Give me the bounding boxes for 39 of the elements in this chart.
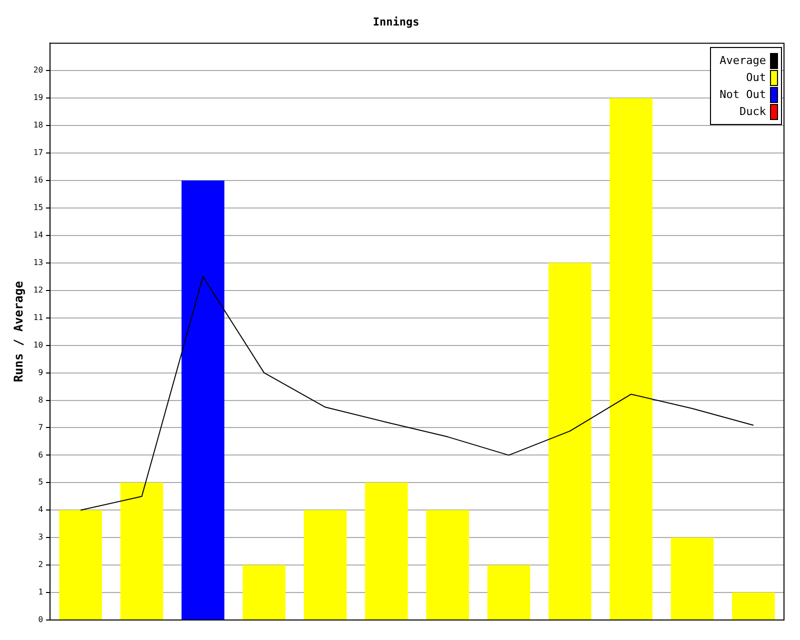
y-tick-label: 0 <box>38 615 44 624</box>
y-tick-label: 20 <box>33 66 44 75</box>
y-tick-label: 7 <box>38 422 44 432</box>
y-tick-label: 10 <box>33 340 44 350</box>
bar <box>242 565 286 620</box>
legend-label: Average <box>720 53 766 70</box>
y-tick-label: 12 <box>33 285 44 294</box>
y-tick-label: 11 <box>33 312 44 322</box>
y-tick-label: 16 <box>33 176 44 185</box>
y-axis-title: Runs / Average <box>11 281 26 382</box>
y-tick-label: 13 <box>33 258 44 268</box>
bar <box>304 510 347 620</box>
bar <box>182 180 224 620</box>
chart-title: Innings <box>372 15 420 28</box>
bar <box>670 538 714 620</box>
bar <box>610 98 652 620</box>
y-tick-label: 19 <box>33 93 44 102</box>
y-tick-label: 17 <box>33 148 44 158</box>
y-tick-label: 2 <box>38 560 44 570</box>
y-tick-label: 8 <box>38 395 44 404</box>
y-tick-label: 18 <box>33 120 44 130</box>
bar <box>487 565 530 620</box>
y-tick-label: 1 <box>38 588 44 597</box>
bar <box>59 510 102 620</box>
y-tick-label: 15 <box>33 203 44 212</box>
y-tick-label: 6 <box>38 450 44 460</box>
legend-label: Duck <box>740 104 766 120</box>
y-tick-label: 5 <box>38 478 44 487</box>
bar <box>426 510 470 620</box>
y-tick-label: 4 <box>38 505 44 514</box>
legend-label: Not Out <box>720 87 766 104</box>
bar <box>732 592 775 620</box>
legend-label: Out <box>746 70 766 86</box>
y-tick-label: 9 <box>38 368 44 377</box>
bar <box>120 482 164 620</box>
bar <box>365 482 408 620</box>
y-tick-label: 3 <box>38 532 44 542</box>
bar <box>548 262 592 620</box>
y-tick-label: 14 <box>33 230 44 240</box>
